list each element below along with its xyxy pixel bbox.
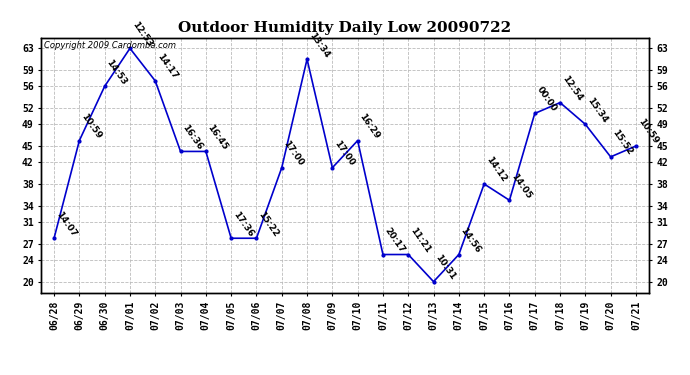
Text: 20:17: 20:17: [383, 226, 406, 255]
Text: 10:59: 10:59: [636, 117, 660, 146]
Text: 15:52: 15:52: [611, 128, 634, 157]
Text: 12:53: 12:53: [130, 20, 154, 48]
Text: 16:36: 16:36: [181, 123, 204, 152]
Text: 10:31: 10:31: [433, 253, 457, 282]
Text: 14:12: 14:12: [484, 155, 508, 184]
Text: 15:34: 15:34: [585, 96, 609, 124]
Text: 00:00: 00:00: [535, 85, 558, 114]
Text: 12:54: 12:54: [560, 74, 584, 103]
Text: 13:34: 13:34: [307, 30, 331, 59]
Text: 14:56: 14:56: [459, 226, 483, 255]
Text: 17:00: 17:00: [282, 139, 306, 168]
Text: 17:00: 17:00: [333, 139, 356, 168]
Text: 17:36: 17:36: [231, 210, 255, 238]
Text: 14:53: 14:53: [105, 58, 128, 86]
Text: 16:45: 16:45: [206, 123, 230, 152]
Text: 16:29: 16:29: [357, 112, 382, 141]
Text: 14:17: 14:17: [155, 52, 179, 81]
Text: 11:21: 11:21: [408, 226, 432, 255]
Text: 14:07: 14:07: [54, 210, 78, 238]
Title: Outdoor Humidity Daily Low 20090722: Outdoor Humidity Daily Low 20090722: [179, 21, 511, 35]
Text: 15:22: 15:22: [257, 210, 280, 238]
Text: Copyright 2009 Cardomba.com: Copyright 2009 Cardomba.com: [44, 41, 177, 50]
Text: 14:05: 14:05: [509, 172, 533, 200]
Text: 10:59: 10:59: [79, 112, 103, 141]
